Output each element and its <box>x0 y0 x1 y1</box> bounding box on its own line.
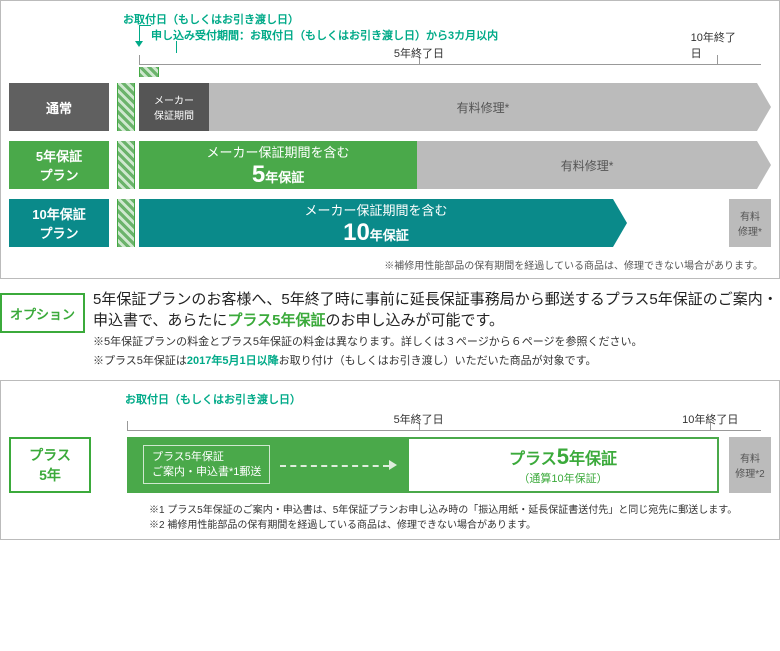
apply-window-marker <box>139 67 159 77</box>
row-label-plus5: プラス 5年 <box>9 437 91 493</box>
seg-paid-repair: 有料修理* <box>209 83 757 131</box>
seg-plus5-extension: プラス5年保証 （通算10年保証） <box>407 437 719 493</box>
warranty-timeline-panel: お取付日（もしくはお引き渡し日） 申し込み受付期間：お取付日（もしくはお引き渡し… <box>0 0 780 279</box>
hatch-marker <box>117 141 135 189</box>
row-normal: 通常 メーカー 保証期間 有料修理* <box>9 83 771 131</box>
row-5yr-plan: 5年保証 プラン メーカー保証期間を含む 5年保証 有料修理* <box>9 141 771 189</box>
option-note-2: ※プラス5年保証は2017年5月1日以降お取り付け（もしくはお引き渡し）いただい… <box>93 354 780 369</box>
ann-apply-period: 申し込み受付期間：お取付日（もしくはお引き渡し日）から3カ月以内 <box>151 27 498 43</box>
row-label-10yr: 10年保証 プラン <box>9 199 109 247</box>
axis-5yr: 5年終了日 <box>394 45 444 61</box>
footnote-parts: ※補修用性能部品の保有期間を経過している商品は、修理できない場合があります。 <box>9 257 763 272</box>
seg-plus5-period: プラス5年保証 ご案内・申込書*1郵送 <box>127 437 407 493</box>
row-plus5: プラス 5年 プラス5年保証 ご案内・申込書*1郵送 プラス5年保証 （通算10… <box>9 437 771 493</box>
top-annotations: お取付日（もしくはお引き渡し日） 申し込み受付期間：お取付日（もしくはお引き渡し… <box>31 11 771 45</box>
timeline-axis-2: 5年終了日 10年終了日 <box>9 411 771 431</box>
ann-install-date-2: お取付日（もしくはお引き渡し日） <box>125 391 771 407</box>
hatch-marker <box>117 83 135 131</box>
footnote-plus5-2: ※2 補修用性能部品の保有期間を経過している商品は、修理できない場合があります。 <box>149 518 771 533</box>
mailing-box: プラス5年保証 ご案内・申込書*1郵送 <box>143 445 270 484</box>
axis2-5yr: 5年終了日 <box>394 411 444 427</box>
row-label-normal: 通常 <box>9 83 109 131</box>
seg-tail-paid: 有料 修理* <box>729 199 771 247</box>
row-label-5yr: 5年保証 プラン <box>9 141 109 189</box>
seg-maker-warranty: メーカー 保証期間 <box>139 83 209 131</box>
plus5-panel: お取付日（もしくはお引き渡し日） 5年終了日 10年終了日 プラス 5年 プラス… <box>0 380 780 540</box>
seg-5yr-warranty: メーカー保証期間を含む 5年保証 <box>139 141 417 189</box>
seg-paid-repair: 有料修理* <box>417 141 757 189</box>
footnote-plus5-1: ※1 プラス5年保証のご案内・申込書は、5年保証プランお申し込み時の「振込用紙・… <box>149 503 771 518</box>
hatch-marker <box>117 199 135 247</box>
option-note-1: ※5年保証プランの料金とプラス5年保証の料金は異なります。詳しくは３ページから６… <box>93 335 780 350</box>
seg-10yr-warranty: メーカー保証期間を含む 10年保証 <box>139 199 613 247</box>
option-lead: 5年保証プランのお客様へ、5年終了時に事前に延長保証事務局から郵送するプラス5年… <box>93 289 780 331</box>
option-badge: オプション <box>0 293 85 333</box>
option-callout: オプション 5年保証プランのお客様へ、5年終了時に事前に延長保証事務局から郵送す… <box>0 289 780 370</box>
axis-10yr: 10年終了日 <box>691 29 745 61</box>
row-10yr-plan: 10年保証 プラン メーカー保証期間を含む 10年保証 有料 修理* <box>9 199 771 247</box>
seg-tail-paid-2: 有料 修理*2 <box>729 437 771 493</box>
timeline-axis: 5年終了日 10年終了日 <box>9 45 771 65</box>
axis2-10yr: 10年終了日 <box>682 411 738 427</box>
